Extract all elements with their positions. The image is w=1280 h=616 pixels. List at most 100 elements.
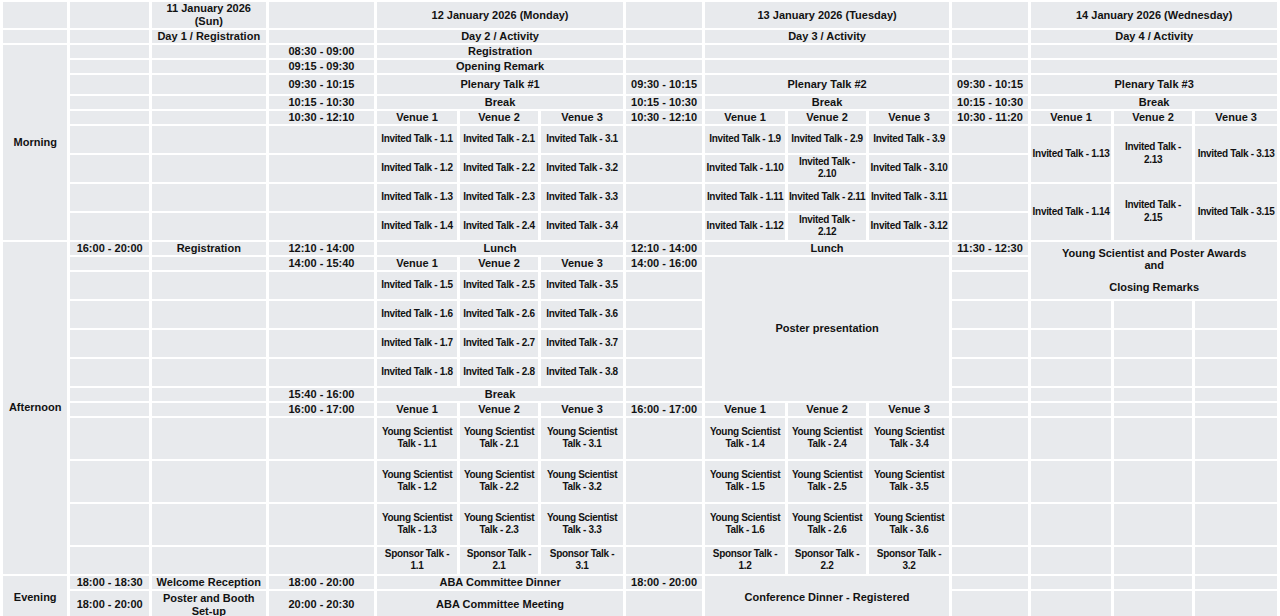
empty-cell <box>952 576 1028 589</box>
venue-header-cell: Venue 2 <box>460 403 539 416</box>
empty-cell <box>70 75 149 94</box>
empty-cell <box>1114 388 1193 401</box>
empty-cell <box>70 111 149 124</box>
closing-remarks-line: Closing Remarks <box>1032 281 1276 294</box>
empty-cell <box>952 403 1028 416</box>
venue-header-cell: Venue 3 <box>541 111 623 124</box>
venue-header-cell: Venue 1 <box>705 403 785 416</box>
empty-cell <box>626 504 702 545</box>
empty-cell <box>626 591 702 616</box>
venue-header-cell: Venue 2 <box>788 403 867 416</box>
empty-cell <box>269 213 375 240</box>
time-cell: 09:30 - 10:15 <box>952 75 1028 94</box>
empty-cell <box>1195 547 1277 574</box>
empty-cell <box>626 155 702 182</box>
empty-cell <box>952 591 1028 616</box>
activity-cell: Break <box>705 96 949 109</box>
talk-cell: Young Scientist Talk - 1.2 <box>377 461 457 502</box>
empty-cell <box>152 45 266 58</box>
talk-cell: Young Scientist Talk - 2.5 <box>788 461 867 502</box>
empty-cell <box>952 388 1028 401</box>
talk-cell: Invited Talk - 3.6 <box>541 301 623 328</box>
talk-cell: Invited Talk - 1.11 <box>705 184 785 211</box>
talk-cell: Young Scientist Talk - 1.1 <box>377 418 457 459</box>
empty-cell <box>626 301 702 328</box>
empty-cell <box>152 504 266 545</box>
talk-cell: Invited Talk - 1.9 <box>705 126 785 153</box>
empty-cell <box>70 96 149 109</box>
talk-cell: Invited Talk - 3.4 <box>541 213 623 240</box>
talk-cell: Invited Talk - 2.5 <box>460 272 539 299</box>
talk-cell: Invited Talk - 1.7 <box>377 330 457 357</box>
day4-date-header: 14 January 2026 (Wednesday) <box>1031 2 1277 28</box>
empty-cell <box>269 359 375 386</box>
empty-cell <box>1031 576 1111 589</box>
empty-cell <box>1195 504 1277 545</box>
activity-cell: Lunch <box>705 242 949 255</box>
talk-cell: Invited Talk - 2.4 <box>460 213 539 240</box>
empty-cell <box>1114 403 1193 416</box>
empty-cell <box>1114 301 1193 328</box>
empty-cell <box>70 155 149 182</box>
talk-cell: Sponsor Talk - 1.2 <box>705 547 785 574</box>
time-cell: 09:30 - 10:15 <box>269 75 375 94</box>
venue-header-cell: Venue 3 <box>1195 111 1277 124</box>
empty-cell <box>952 213 1028 240</box>
empty-cell <box>269 272 375 299</box>
day2-date-header: 12 January 2026 (Monday) <box>377 2 623 28</box>
empty-cell <box>152 60 266 73</box>
talk-cell: Young Scientist Talk - 3.6 <box>869 504 949 545</box>
time-cell: 08:30 - 09:00 <box>269 45 375 58</box>
empty-cell <box>1114 461 1193 502</box>
empty-cell <box>626 30 702 43</box>
empty-cell <box>952 257 1028 270</box>
empty-cell <box>152 418 266 459</box>
empty-cell <box>626 184 702 211</box>
venue-header-cell: Venue 3 <box>869 111 949 124</box>
empty-cell <box>1195 576 1277 589</box>
empty-cell <box>626 330 702 357</box>
activity-cell: Plenary Talk #1 <box>377 75 623 94</box>
empty-cell <box>152 359 266 386</box>
time-cell: 14:00 - 16:00 <box>626 257 702 270</box>
empty-cell <box>1031 591 1111 616</box>
empty-cell <box>626 60 702 73</box>
empty-cell <box>705 60 949 73</box>
time-cell: 09:30 - 10:15 <box>626 75 702 94</box>
empty-cell <box>3 30 67 43</box>
talk-cell: Invited Talk - 3.1 <box>541 126 623 153</box>
empty-cell <box>269 547 375 574</box>
empty-cell <box>952 272 1028 299</box>
empty-cell <box>70 2 149 28</box>
talk-cell: Sponsor Talk - 3.1 <box>541 547 623 574</box>
empty-cell <box>952 547 1028 574</box>
talk-cell: Young Scientist Talk - 1.4 <box>705 418 785 459</box>
activity-cell: Break <box>377 96 623 109</box>
talk-cell: Invited Talk - 2.6 <box>460 301 539 328</box>
talk-cell: Young Scientist Talk - 1.6 <box>705 504 785 545</box>
talk-cell: Young Scientist Talk - 2.4 <box>788 418 867 459</box>
day4-label: Day 4 / Activity <box>1031 30 1277 43</box>
empty-cell <box>70 359 149 386</box>
period-cell-afternoon: Afternoon <box>3 242 67 574</box>
empty-cell <box>70 213 149 240</box>
time-cell: 12:10 - 14:00 <box>269 242 375 255</box>
empty-cell <box>269 184 375 211</box>
period-cell-morning: Morning <box>3 45 67 240</box>
empty-cell <box>70 45 149 58</box>
activity-cell: Registration <box>377 45 623 58</box>
empty-cell <box>269 504 375 545</box>
empty-cell <box>152 155 266 182</box>
empty-cell <box>152 388 266 401</box>
talk-cell: Young Scientist Talk - 2.6 <box>788 504 867 545</box>
awards-line: and <box>1032 259 1276 272</box>
empty-cell <box>1031 330 1111 357</box>
time-cell: 18:00 - 20:00 <box>70 591 149 616</box>
empty-cell <box>1031 359 1111 386</box>
empty-cell <box>269 2 375 28</box>
time-cell: 20:00 - 20:30 <box>269 591 375 616</box>
talk-cell: Invited Talk - 1.8 <box>377 359 457 386</box>
empty-cell <box>952 359 1028 386</box>
activity-cell: Plenary Talk #3 <box>1031 75 1277 94</box>
time-cell: 12:10 - 14:00 <box>626 242 702 255</box>
